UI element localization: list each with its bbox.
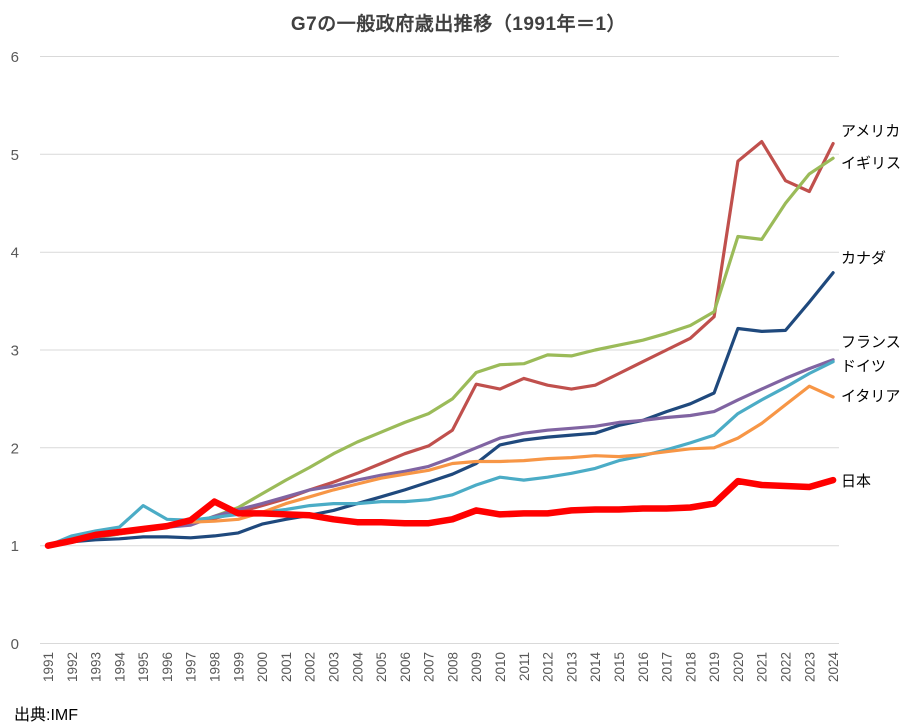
series-label-france: フランス [841, 334, 901, 351]
x-axis-tick-label: 1993 [89, 652, 104, 682]
x-axis-tick-label: 2001 [279, 652, 294, 682]
x-axis-tick-label: 1995 [136, 652, 151, 682]
x-axis-tick-label: 2004 [350, 652, 365, 683]
x-axis-tick-label: 2021 [755, 652, 770, 682]
series-label-japan: 日本 [841, 473, 871, 490]
x-axis-tick-label: 2019 [707, 652, 722, 682]
x-axis-tick-label: 2000 [255, 652, 270, 682]
series-label-germany: ドイツ [841, 358, 886, 375]
y-axis-tick-label: 5 [11, 147, 19, 164]
x-axis-tick-label: 1992 [65, 652, 80, 682]
x-axis-tick-label: 2024 [826, 652, 841, 683]
series-line-germany [46, 360, 835, 548]
x-axis-tick-label: 2013 [564, 652, 579, 682]
x-axis-tick-label: 2017 [660, 652, 675, 682]
x-axis-tick-label: 2008 [445, 652, 460, 682]
x-axis-tick-label: 2018 [683, 652, 698, 682]
series-line-uk [46, 156, 835, 548]
y-axis-tick-label: 2 [11, 440, 19, 457]
x-axis-tick-label: 2011 [517, 652, 532, 681]
y-axis-tick-label: 0 [11, 636, 19, 653]
y-axis-tick-label: 4 [11, 245, 19, 262]
series-label-usa: アメリカ [841, 123, 900, 140]
series-label-canada: カナダ [841, 250, 886, 267]
series-line-canada [46, 271, 835, 548]
chart-title: G7の一般政府歳出推移（1991年＝1） [290, 14, 627, 35]
x-axis-tick-label: 2022 [779, 652, 794, 682]
y-axis-tick-label: 1 [11, 538, 19, 555]
source-note: 出典:IMF [14, 707, 78, 724]
series-label-uk: イギリス [841, 155, 901, 172]
x-axis-tick-label: 2016 [636, 652, 651, 682]
x-axis-tick-label: 1994 [112, 652, 127, 683]
x-axis-tick-label: 2003 [327, 652, 342, 682]
x-axis-tick-label: 2015 [612, 652, 627, 682]
x-axis-tick-label: 1991 [41, 652, 56, 682]
x-axis-tick-label: 2012 [541, 652, 556, 682]
x-axis-tick-label: 2023 [802, 652, 817, 682]
x-axis-tick-label: 2007 [422, 652, 437, 682]
y-axis-tick-label: 6 [11, 49, 19, 66]
x-axis-tick-label: 2002 [303, 652, 318, 682]
x-axis-tick-label: 2006 [398, 652, 413, 682]
y-axis-tick-label: 3 [11, 343, 19, 360]
x-axis-tick-label: 2005 [374, 652, 389, 682]
series-label-italy: イタリア [841, 388, 900, 405]
series-line-japan [44, 476, 837, 549]
x-axis-tick-label: 1999 [231, 652, 246, 682]
x-axis-tick-label: 1998 [208, 652, 223, 682]
x-axis-tick-label: 1996 [160, 652, 175, 682]
x-axis-tick-label: 2010 [493, 652, 508, 682]
x-axis-tick-label: 1997 [184, 652, 199, 682]
x-axis-tick-label: 2009 [469, 652, 484, 682]
x-axis-tick-label: 2020 [731, 652, 746, 682]
x-axis-tick-label: 2014 [588, 652, 603, 683]
series-line-usa [46, 140, 835, 548]
